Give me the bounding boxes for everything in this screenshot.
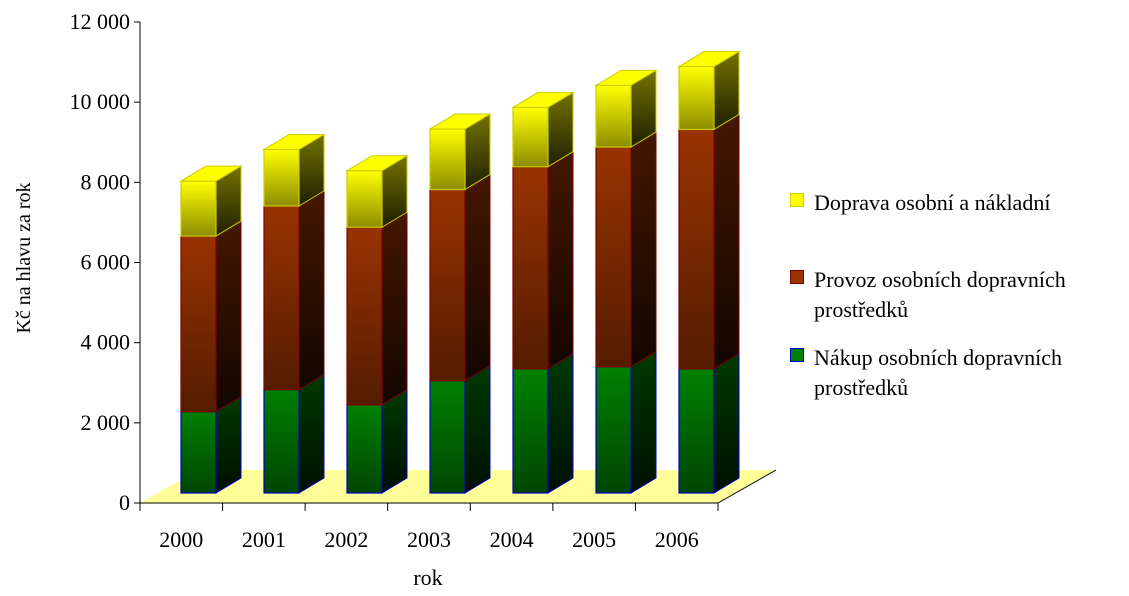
bar-nakup-2002 — [346, 404, 383, 494]
bar-nakup-2005 — [595, 366, 632, 494]
bar-nakup-2004 — [512, 368, 549, 494]
y-tick-label: 12 000 — [70, 9, 131, 34]
bar-provoz-2002 — [346, 226, 383, 406]
bar-provoz-2004-side — [547, 150, 574, 370]
legend-item-provoz: Provoz osobních dopravních prostředků — [790, 265, 1129, 325]
bar-provoz-2003 — [429, 188, 466, 382]
bar-stack — [594, 69, 658, 494]
legend-swatch-doprava — [790, 193, 804, 207]
bar-nakup-2003 — [429, 380, 466, 494]
x-tick-label: 2003 — [407, 527, 451, 552]
bar-provoz-2000-side — [215, 220, 242, 413]
x-tick-label: 2001 — [242, 527, 286, 552]
y-tick-label: 10 000 — [70, 89, 131, 114]
bar-stack — [677, 50, 741, 494]
bar-provoz-2002-side — [381, 211, 408, 406]
bar-nakup-2002-side — [381, 388, 408, 494]
bar-provoz-2005-side — [630, 131, 657, 368]
bar-doprava-2005 — [595, 84, 632, 148]
x-tick-label: 2006 — [655, 527, 699, 552]
bar-provoz-2004 — [512, 166, 549, 370]
bar-nakup-2001-side — [298, 373, 325, 494]
x-tick-label: 2005 — [572, 527, 616, 552]
bar-doprava-2005-top — [594, 69, 658, 86]
bar-doprava-2004 — [512, 106, 549, 168]
x-tick-label: 2002 — [324, 527, 368, 552]
bar-provoz-2001-side — [298, 190, 325, 391]
y-tick-label: 2 000 — [81, 410, 131, 435]
bar-doprava-2001-top — [262, 133, 326, 150]
legend-label-provoz: Provoz osobních dopravních prostředků — [814, 267, 1066, 322]
y-tick-label: 8 000 — [81, 169, 131, 194]
y-tick-label: 6 000 — [81, 250, 131, 275]
legend-swatch-nakup — [790, 348, 804, 362]
y-axis-title: Kč na hlavu za rok — [13, 182, 35, 333]
legend-label-nakup: Nákup osobních dopravních prostředků — [814, 345, 1063, 400]
bar-provoz-2006-side — [713, 113, 740, 370]
bar-stack — [262, 133, 326, 494]
bar-doprava-2002 — [346, 170, 383, 228]
bar-doprava-2003 — [429, 128, 466, 191]
y-tick-label: 0 — [119, 490, 130, 515]
bar-doprava-2006 — [678, 65, 715, 131]
legend-swatch-provoz — [790, 270, 804, 284]
bar-nakup-2000-side — [215, 395, 242, 494]
bar-nakup-2004-side — [547, 352, 574, 494]
axes: 0 2 000 4 000 6 000 8 000 10 000 12 000 2000 200… — [70, 9, 777, 552]
legend-label-doprava: Doprava osobní a nákladní — [814, 190, 1051, 215]
x-tick-label: 2004 — [490, 527, 534, 552]
floor-edge — [717, 469, 777, 504]
y-tick-label: 4 000 — [81, 330, 131, 355]
x-tick-label: 2000 — [159, 527, 203, 552]
bar-doprava-2001 — [263, 148, 300, 207]
bar-doprava-2003-top — [428, 113, 492, 130]
bar-nakup-2003-side — [464, 364, 491, 494]
bar-provoz-2006 — [678, 128, 715, 370]
bar-stack — [179, 165, 243, 494]
bar-stack — [345, 154, 409, 494]
bar-nakup-2001 — [263, 388, 300, 494]
bar-provoz-2003-side — [464, 173, 491, 382]
bar-stack — [428, 113, 492, 494]
bar-doprava-2004-top — [511, 91, 575, 108]
bar-provoz-2000 — [180, 235, 217, 413]
bar-provoz-2001 — [263, 205, 300, 391]
bar-doprava-2006-top — [677, 51, 741, 68]
legend-item-doprava: Doprava osobní a nákladní — [790, 188, 1129, 218]
bar-nakup-2006-side — [713, 352, 740, 494]
bar-provoz-2005 — [595, 146, 632, 368]
x-axis-title: rok — [413, 565, 442, 590]
bars — [179, 50, 741, 494]
bar-doprava-2000-top — [179, 165, 243, 182]
legend-item-nakup: Nákup osobních dopravních prostředků — [790, 343, 1129, 403]
bar-stack — [511, 91, 575, 494]
bar-doprava-2002-top — [345, 155, 409, 172]
bar-nakup-2000 — [180, 411, 217, 494]
bar-doprava-2000 — [180, 180, 217, 237]
bar-nakup-2006 — [678, 368, 715, 494]
bar-nakup-2005-side — [630, 350, 657, 494]
